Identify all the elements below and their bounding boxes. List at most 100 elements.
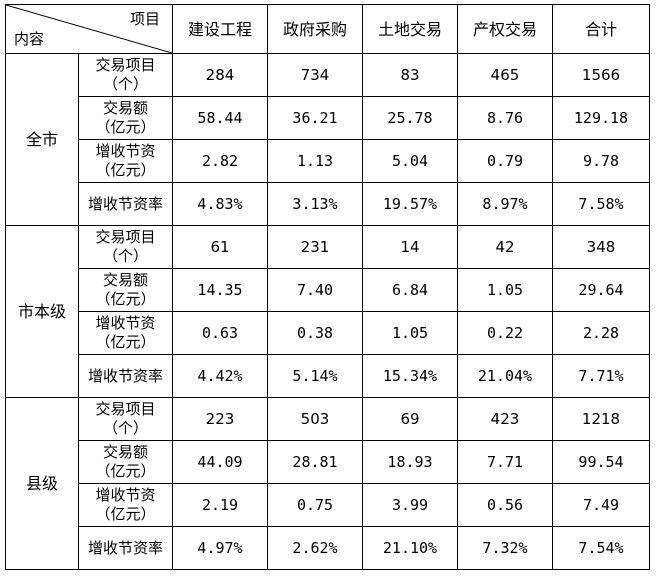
metric-label: 交易额 （亿元） <box>78 96 173 140</box>
table-row: 县级 交易项目 （个） 223 503 69 423 1218 <box>5 397 650 570</box>
value-cell: 2.19 <box>172 483 268 527</box>
value-cell: 0.22 <box>457 311 553 355</box>
value-cell: 1218 <box>552 397 650 441</box>
value-cell: 3.99 <box>362 483 458 527</box>
column-header: 政府采购 <box>267 4 363 54</box>
table-row: 增收节资率 4.83% 3.13% 19.57% 8.97% 7.58% <box>6 182 650 226</box>
value-cell: 0.79 <box>457 139 553 183</box>
value-cell: 7.71 <box>457 440 553 484</box>
value-cell: 423 <box>457 397 553 441</box>
metric-label: 增收节资率 <box>78 354 173 398</box>
value-cell: 14.35 <box>172 268 268 312</box>
metric-label: 增收节资率 <box>78 526 173 570</box>
value-cell: 0.38 <box>267 311 363 355</box>
metric-label-line: （亿元） <box>95 505 156 523</box>
metric-label-line: 增收节资 <box>95 486 156 504</box>
value-cell: 129.18 <box>552 96 650 140</box>
value-cell: 14 <box>362 225 458 269</box>
value-cell: 0.63 <box>172 311 268 355</box>
value-cell: 734 <box>267 53 363 97</box>
value-cell: 1566 <box>552 53 650 97</box>
value-cell: 7.54% <box>552 526 650 570</box>
value-cell: 99.54 <box>552 440 650 484</box>
group-label: 全市 <box>5 53 79 226</box>
table-row: 全市 交易项目 （个） 284 734 83 465 1566 <box>5 53 650 226</box>
value-cell: 5.04 <box>362 139 458 183</box>
value-cell: 2.62% <box>267 526 363 570</box>
value-cell: 5.14% <box>267 354 363 398</box>
value-cell: 25.78 <box>362 96 458 140</box>
value-cell: 29.64 <box>552 268 650 312</box>
value-cell: 21.04% <box>457 354 553 398</box>
header-row: 项目 内容 建设工程 政府采购 土地交易 产权交易 合计 <box>5 4 650 54</box>
metric-label-line: 交易项目 <box>95 400 156 418</box>
table-row: 增收节资 （亿元） 2.82 1.13 5.04 0.79 9.78 <box>6 139 650 183</box>
column-header: 合计 <box>552 4 650 54</box>
metric-label-line: （亿元） <box>95 161 156 179</box>
value-cell: 503 <box>267 397 363 441</box>
metric-label-line: 增收节资 <box>95 314 156 332</box>
metric-label: 交易额 （亿元） <box>78 440 173 484</box>
value-cell: 1.05 <box>457 268 553 312</box>
metric-label: 增收节资 （亿元） <box>78 311 173 355</box>
value-cell: 3.13% <box>267 182 363 226</box>
table-row: 增收节资率 4.97% 2.62% 21.10% 7.32% 7.54% <box>6 526 650 570</box>
value-cell: 9.78 <box>552 139 650 183</box>
diagonal-line <box>6 5 172 53</box>
value-cell: 36.21 <box>267 96 363 140</box>
stats-table: 项目 内容 建设工程 政府采购 土地交易 产权交易 合计 全市 交易项目 （个） 28… <box>5 4 650 570</box>
metric-label-line: 增收节资率 <box>87 538 163 557</box>
metric-label-line: （个） <box>102 75 148 93</box>
corner-bottom-label: 内容 <box>14 30 45 48</box>
table-row: 增收节资率 4.42% 5.14% 15.34% 21.04% 7.71% <box>6 354 650 398</box>
value-cell: 69 <box>362 397 458 441</box>
metric-label-line: 增收节资率 <box>87 194 163 213</box>
table-row: 交易额 （亿元） 58.44 36.21 25.78 8.76 129.18 <box>6 96 650 140</box>
metric-label-line: （个） <box>102 419 148 437</box>
value-cell: 1.05 <box>362 311 458 355</box>
value-cell: 1.13 <box>267 139 363 183</box>
metric-label: 交易项目 （个） <box>78 53 173 97</box>
metric-label-line: 交易项目 <box>95 228 156 246</box>
metric-label-line: 交易项目 <box>95 56 156 74</box>
metric-label: 增收节资 （亿元） <box>78 139 173 183</box>
metric-label-line: 交易额 <box>102 443 148 461</box>
corner-top-label: 项目 <box>129 10 160 28</box>
metric-label: 增收节资率 <box>78 182 173 226</box>
value-cell: 44.09 <box>172 440 268 484</box>
table-row: 增收节资 （亿元） 0.63 0.38 1.05 0.22 2.28 <box>6 311 650 355</box>
metric-label-line: 增收节资 <box>95 142 156 160</box>
value-cell: 15.34% <box>362 354 458 398</box>
metric-label-line: （个） <box>102 247 148 265</box>
metric-label-line: 交易额 <box>102 271 148 289</box>
table-row: 市本级 交易项目 （个） 61 231 14 42 348 <box>5 225 650 398</box>
value-cell: 284 <box>172 53 268 97</box>
metric-label: 增收节资 （亿元） <box>78 483 173 527</box>
table-row: 交易额 （亿元） 14.35 7.40 6.84 1.05 29.64 <box>6 268 650 312</box>
metric-label: 交易额 （亿元） <box>78 268 173 312</box>
value-cell: 83 <box>362 53 458 97</box>
value-cell: 231 <box>267 225 363 269</box>
value-cell: 8.97% <box>457 182 553 226</box>
column-header: 产权交易 <box>457 4 553 54</box>
metric-label-line: （亿元） <box>95 462 156 480</box>
value-cell: 58.44 <box>172 96 268 140</box>
value-cell: 21.10% <box>362 526 458 570</box>
table-row: 交易额 （亿元） 44.09 28.81 18.93 7.71 99.54 <box>6 440 650 484</box>
group-label: 县级 <box>5 397 79 570</box>
value-cell: 7.58% <box>552 182 650 226</box>
value-cell: 2.28 <box>552 311 650 355</box>
value-cell: 7.49 <box>552 483 650 527</box>
value-cell: 7.32% <box>457 526 553 570</box>
metric-label-line: （亿元） <box>95 333 156 351</box>
table-row: 增收节资 （亿元） 2.19 0.75 3.99 0.56 7.49 <box>6 483 650 527</box>
value-cell: 0.56 <box>457 483 553 527</box>
column-header: 建设工程 <box>172 4 268 54</box>
value-cell: 61 <box>172 225 268 269</box>
metric-label: 交易项目 （个） <box>78 225 173 269</box>
group-label: 市本级 <box>5 225 79 398</box>
value-cell: 8.76 <box>457 96 553 140</box>
value-cell: 223 <box>172 397 268 441</box>
metric-label-line: 交易额 <box>102 99 148 117</box>
value-cell: 348 <box>552 225 650 269</box>
